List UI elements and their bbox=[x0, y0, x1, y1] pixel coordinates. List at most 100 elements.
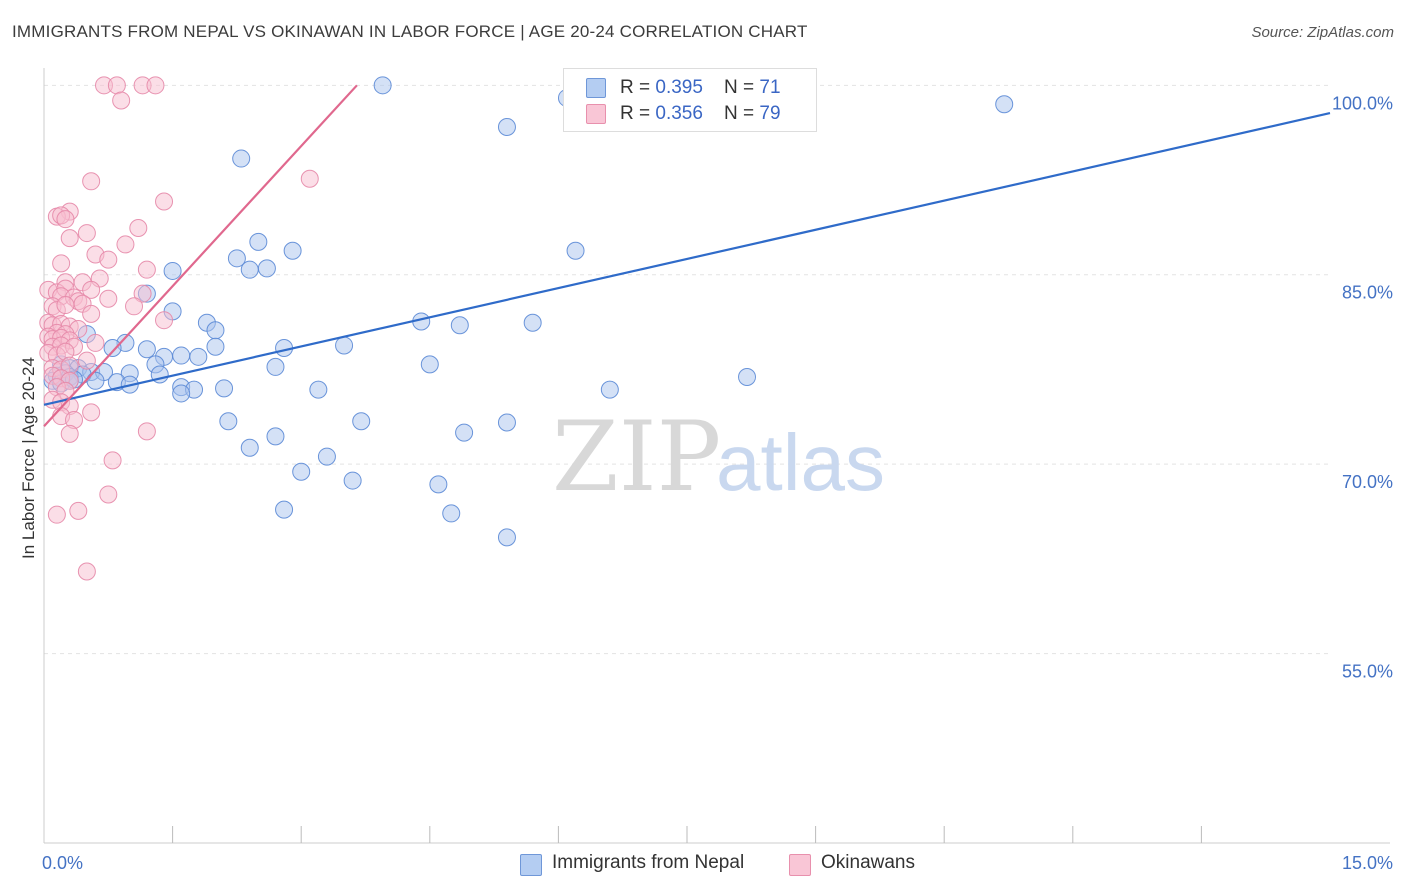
tick-labels: 100.0% 85.0% 70.0% 55.0% 0.0% 15.0% bbox=[42, 93, 1393, 873]
series-1-point-36 bbox=[56, 296, 75, 315]
x-tick-label-1: 15.0% bbox=[1342, 853, 1393, 873]
series-1-point-14 bbox=[60, 229, 79, 248]
series-1-point-73 bbox=[60, 424, 79, 443]
series-0-point-4 bbox=[497, 117, 516, 136]
series-0-point-68 bbox=[275, 500, 294, 519]
series-1-point-72 bbox=[137, 422, 156, 441]
series-0-point-64 bbox=[317, 447, 336, 466]
series-1-point-18 bbox=[52, 254, 71, 273]
series-0-point-9 bbox=[227, 249, 246, 268]
series-1-point-26 bbox=[82, 280, 101, 299]
series-1-points bbox=[39, 76, 319, 581]
trend-lines bbox=[43, 84, 1331, 428]
series-1-point-69 bbox=[82, 403, 101, 422]
okinawan-n-label: N = bbox=[724, 103, 760, 124]
series-0-point-56 bbox=[600, 380, 619, 399]
okinawan-swatch bbox=[586, 104, 606, 124]
series-1-trend-line bbox=[43, 84, 358, 428]
data-points bbox=[39, 76, 1014, 581]
series-0-point-23 bbox=[103, 338, 122, 357]
nepal-n-label: N = bbox=[724, 77, 760, 98]
series-0-point-52 bbox=[309, 380, 328, 399]
legend-okinawan-label: Okinawans bbox=[821, 852, 915, 873]
nepal-swatch bbox=[586, 78, 606, 98]
series-0-point-58 bbox=[352, 412, 371, 431]
series-0-point-69 bbox=[442, 504, 461, 523]
series-1-point-12 bbox=[129, 219, 148, 238]
series-0-point-49 bbox=[86, 371, 105, 390]
series-0-point-66 bbox=[343, 471, 362, 490]
series-0-point-11 bbox=[257, 259, 276, 278]
series-0-point-60 bbox=[497, 413, 516, 432]
legend-nepal-swatch bbox=[520, 854, 542, 876]
series-0-point-70 bbox=[497, 528, 516, 547]
x-tick-label-0: 0.0% bbox=[42, 853, 83, 873]
chart-title: IMMIGRANTS FROM NEPAL VS OKINAWAN IN LAB… bbox=[12, 22, 808, 41]
series-legend: Immigrants from Nepal Okinawans bbox=[0, 852, 1406, 878]
nepal-n-value: 71 bbox=[759, 77, 781, 98]
series-0-point-22 bbox=[137, 340, 156, 359]
series-0-point-57 bbox=[172, 384, 191, 403]
series-0-point-6 bbox=[249, 232, 268, 251]
series-1-point-5 bbox=[300, 169, 319, 188]
series-1-point-75 bbox=[99, 485, 118, 504]
series-1-point-3 bbox=[146, 76, 165, 95]
okinawan-r-value: 0.356 bbox=[655, 103, 703, 124]
gridlines bbox=[44, 84, 1330, 655]
watermark-atlas: atlas bbox=[716, 418, 885, 507]
series-1-point-1 bbox=[107, 76, 126, 95]
series-0-point-12 bbox=[163, 261, 182, 280]
series-1-point-13 bbox=[77, 224, 96, 243]
series-1-point-27 bbox=[99, 289, 118, 308]
series-0-point-27 bbox=[172, 346, 191, 365]
series-0-point-0 bbox=[373, 76, 392, 95]
series-1-point-11 bbox=[56, 210, 75, 229]
series-1-point-50 bbox=[86, 333, 105, 352]
series-0-point-55 bbox=[215, 379, 234, 398]
series-0-point-59 bbox=[219, 412, 238, 431]
y-tick-label-0: 100.0% bbox=[1332, 93, 1393, 113]
y-tick-label-2: 70.0% bbox=[1342, 472, 1393, 492]
series-1-point-7 bbox=[155, 192, 174, 211]
series-0-point-32 bbox=[266, 357, 285, 376]
series-1-point-33 bbox=[125, 297, 144, 316]
series-1-point-6 bbox=[82, 172, 101, 191]
series-0-point-7 bbox=[283, 241, 302, 260]
legend-okinawan-swatch bbox=[789, 854, 811, 876]
series-0-point-3 bbox=[995, 95, 1014, 114]
chart-source: Source: ZipAtlas.com bbox=[1251, 24, 1394, 41]
series-0-point-61 bbox=[266, 427, 285, 446]
series-0-point-17 bbox=[450, 316, 469, 335]
series-0-point-62 bbox=[455, 423, 474, 442]
watermark-zip: ZIP bbox=[552, 401, 721, 513]
series-1-point-77 bbox=[47, 505, 66, 524]
series-0-point-65 bbox=[292, 462, 311, 481]
series-1-point-15 bbox=[116, 235, 135, 254]
series-0-point-44 bbox=[738, 368, 757, 387]
series-0-point-8 bbox=[566, 241, 585, 260]
watermark: ZIP atlas bbox=[552, 401, 885, 513]
series-0-point-5 bbox=[232, 149, 251, 168]
series-1-point-78 bbox=[77, 562, 96, 581]
series-1-point-17 bbox=[99, 250, 118, 269]
series-0-point-16 bbox=[523, 313, 542, 332]
series-0-point-10 bbox=[240, 260, 259, 279]
series-0-point-31 bbox=[420, 355, 439, 374]
series-0-point-25 bbox=[335, 336, 354, 355]
series-0-point-19 bbox=[206, 321, 225, 340]
series-0-point-63 bbox=[240, 438, 259, 457]
nepal-r-label: R = bbox=[620, 77, 656, 98]
series-0-point-28 bbox=[189, 347, 208, 366]
y-tick-label-1: 85.0% bbox=[1342, 283, 1393, 303]
series-1-point-19 bbox=[137, 260, 156, 279]
y-tick-label-3: 55.0% bbox=[1342, 662, 1393, 682]
series-0-point-67 bbox=[429, 475, 448, 494]
axes bbox=[43, 68, 1390, 844]
okinawan-r-label: R = bbox=[620, 103, 656, 124]
series-0-point-26 bbox=[206, 337, 225, 356]
series-1-point-37 bbox=[82, 304, 101, 323]
series-0-trend-line bbox=[43, 112, 1331, 406]
series-1-point-57 bbox=[77, 351, 96, 370]
nepal-r-value: 0.395 bbox=[655, 77, 703, 98]
